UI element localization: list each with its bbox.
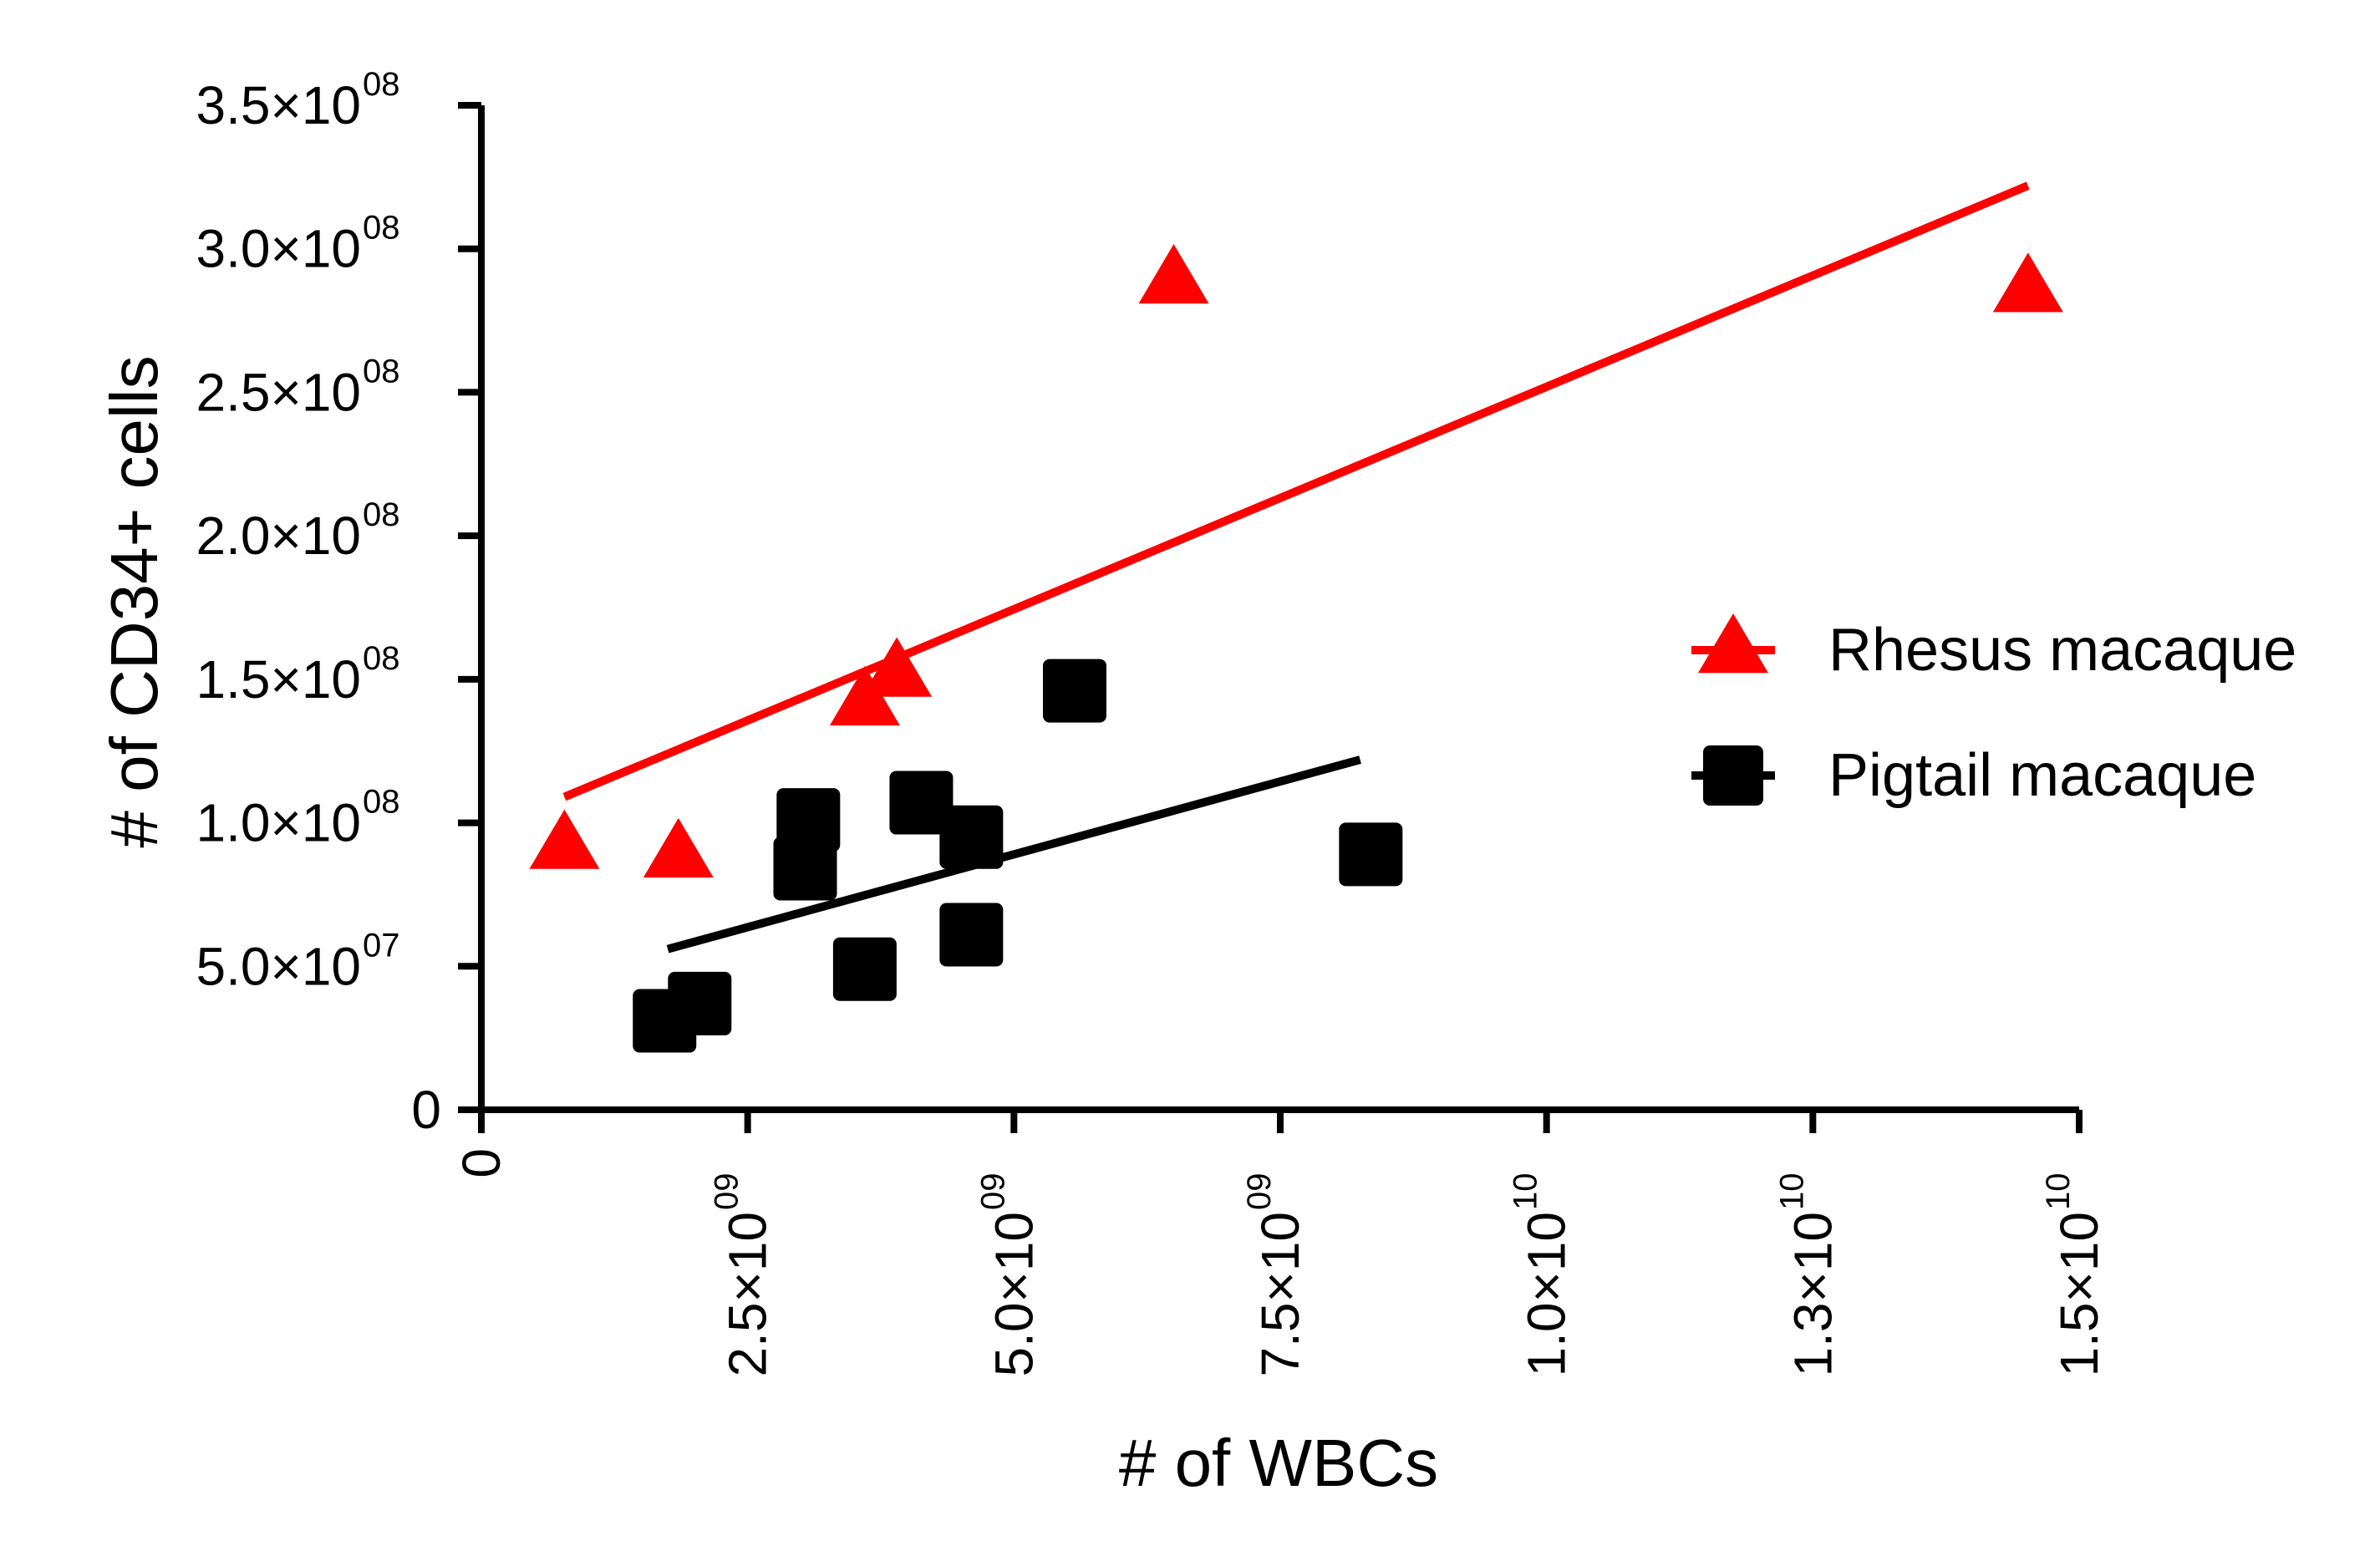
pigtail-point [939,903,1004,967]
pigtail-point [776,788,841,852]
legend: Rhesus macaque Pigtail macaque [1691,613,2296,809]
data-points [529,244,2063,1053]
pigtail-point [889,770,954,835]
y-tick-label: 2.5×10 [196,362,361,422]
rhesus-point [643,817,714,878]
x-tick-exponent: 10 [2040,1173,2077,1211]
pigtail-point [939,805,1004,869]
x-tick-label: 1.3×10 [1782,1212,1843,1377]
pigtail-point [773,837,837,901]
x-tick-label: 0 [451,1148,511,1178]
fit-line-rhesus-macaque [562,181,2030,801]
rhesus-point [1138,244,1209,304]
y-tick-label: 1.5×10 [196,649,361,709]
y-axis-title: # of CD34+ cells [97,355,171,847]
y-ticks: 05.0×10 071.0×10 081.5×10 082.0×10 082.5×10 0… [196,66,481,1140]
y-tick-exponent: 08 [363,66,400,103]
legend-item: Rhesus macaque [1691,613,2296,684]
y-tick-exponent: 08 [363,496,400,533]
fit-lines [562,181,2030,954]
x-tick-label: 1.5×10 [2049,1212,2109,1377]
x-ticks: 02.5×10095.0×10097.5×10091.0×10101.3×101… [451,1110,2109,1377]
x-tick-exponent: 10 [1508,1173,1544,1211]
y-tick-exponent: 08 [363,353,400,389]
y-tick-label: 2.0×10 [196,506,361,566]
x-tick-exponent: 09 [709,1173,745,1211]
y-tick-label: 1.0×10 [196,793,361,853]
pigtail-point [1339,822,1403,887]
x-tick-label: 7.5×10 [1250,1212,1310,1377]
x-tick-exponent: 09 [974,1173,1011,1211]
legend-label: Rhesus macaque [1828,617,2296,684]
x-tick-label: 5.0×10 [984,1212,1044,1377]
rhesus-point [1992,252,2063,313]
y-tick-label: 3.0×10 [196,219,361,279]
pigtail-point [832,937,897,1001]
y-tick-exponent: 08 [363,640,400,677]
y-tick-exponent: 07 [363,927,400,964]
x-tick-exponent: 10 [1773,1173,1810,1211]
x-tick-label: 1.0×10 [1517,1212,1577,1377]
legend-item: Pigtail macaque [1691,742,2256,809]
y-tick-label: 3.5×10 [196,75,361,135]
y-tick-exponent: 08 [363,210,400,247]
fit-line-pigtail-macaque [666,755,1361,954]
legend-label: Pigtail macaque [1828,742,2256,809]
legend-triangle-icon [1698,613,1768,674]
pigtail-point [668,971,732,1035]
x-axis-title: # of WBCs [1119,1426,1438,1500]
legend-square-icon [1703,745,1763,806]
y-tick-label: 5.0×10 [196,936,361,996]
y-tick-label: 0 [411,1080,441,1140]
axes [478,105,2079,1113]
x-tick-exponent: 09 [1241,1173,1278,1211]
x-tick-label-group: 0 [451,1148,511,1178]
rhesus-point [862,637,933,697]
rhesus-point [529,809,600,869]
y-tick-exponent: 08 [363,784,400,821]
pigtail-point [1042,659,1106,723]
x-tick-label: 2.5×10 [718,1212,778,1377]
